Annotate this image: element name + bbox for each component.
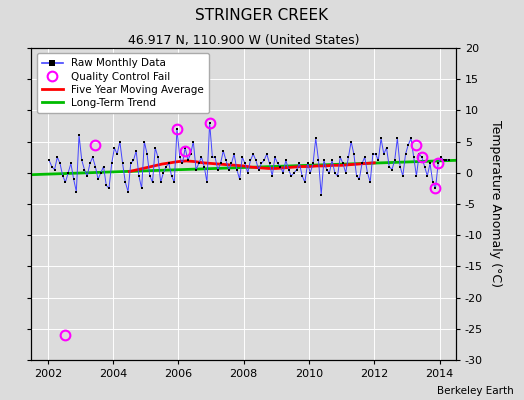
Legend: Raw Monthly Data, Quality Control Fail, Five Year Moving Average, Long-Term Tren: Raw Monthly Data, Quality Control Fail, … bbox=[37, 53, 209, 113]
Text: STRINGER CREEK: STRINGER CREEK bbox=[195, 8, 329, 23]
Text: Berkeley Earth: Berkeley Earth bbox=[437, 386, 514, 396]
Y-axis label: Temperature Anomaly (°C): Temperature Anomaly (°C) bbox=[489, 120, 503, 288]
Title: 46.917 N, 110.900 W (United States): 46.917 N, 110.900 W (United States) bbox=[128, 34, 359, 47]
